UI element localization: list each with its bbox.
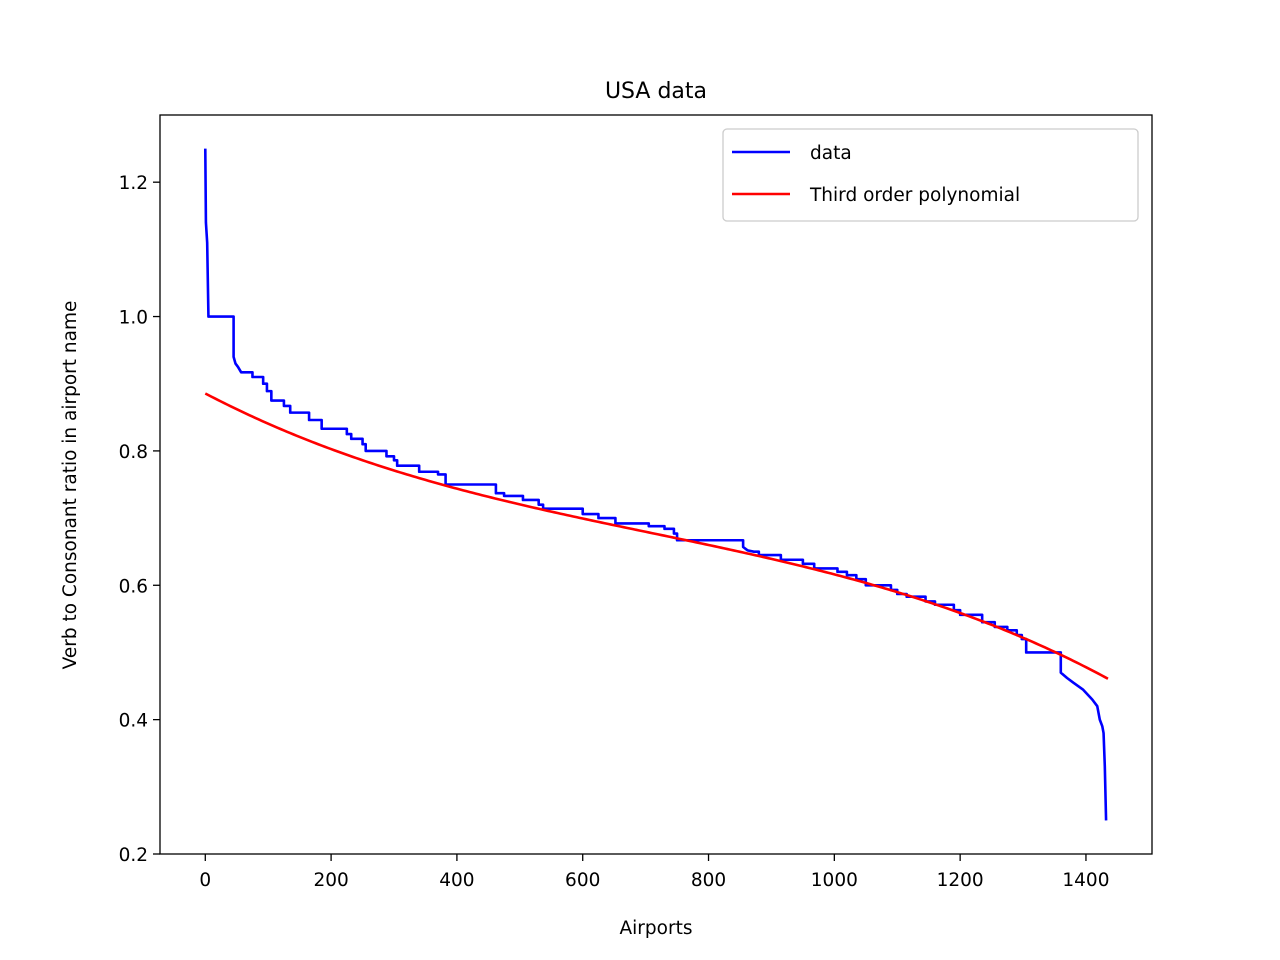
legend-label: Third order polynomial bbox=[809, 185, 1020, 206]
series-line-polynomial-fit bbox=[204, 392, 1109, 680]
legend: data Third order polynomial bbox=[722, 128, 1139, 222]
chart-title: USA data bbox=[605, 79, 707, 104]
y-axis-ticks: 0.2 0.4 0.6 0.8 1.0 1.2 bbox=[119, 173, 160, 866]
y-tick-label: 0.6 bbox=[119, 576, 148, 597]
x-tick-label: 1200 bbox=[937, 870, 984, 891]
x-axis-ticks: 0 200 400 600 800 1000 1200 1400 bbox=[199, 854, 1109, 891]
series-line-data bbox=[203, 148, 1108, 821]
x-tick-label: 400 bbox=[439, 870, 474, 891]
x-tick-label: 0 bbox=[199, 870, 211, 891]
y-axis-label: Verb to Consonant ratio in airport name bbox=[60, 301, 81, 670]
x-axis-label: Airports bbox=[620, 918, 693, 939]
y-tick-label: 0.4 bbox=[119, 711, 148, 732]
x-tick-label: 1400 bbox=[1062, 870, 1109, 891]
x-tick-label: 800 bbox=[691, 870, 726, 891]
x-tick-label: 600 bbox=[565, 870, 600, 891]
y-tick-label: 1.0 bbox=[119, 308, 148, 329]
legend-box bbox=[722, 128, 1139, 222]
plot-area bbox=[159, 114, 1153, 855]
y-tick-label: 0.2 bbox=[119, 845, 148, 866]
series-layer bbox=[203, 148, 1109, 821]
legend-label: data bbox=[810, 143, 852, 164]
y-tick-label: 0.8 bbox=[119, 442, 148, 463]
plot-frame bbox=[159, 114, 1153, 855]
x-tick-label: 1000 bbox=[811, 870, 858, 891]
x-tick-label: 200 bbox=[313, 870, 348, 891]
y-tick-label: 1.2 bbox=[119, 173, 148, 194]
